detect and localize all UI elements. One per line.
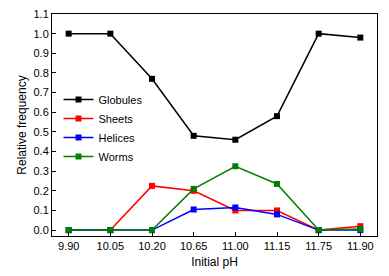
svg-text:1.1: 1.1 (34, 8, 49, 20)
svg-text:Initial pH: Initial pH (191, 255, 238, 269)
svg-text:10.20: 10.20 (138, 240, 166, 252)
svg-text:0.5: 0.5 (34, 126, 49, 138)
svg-text:0.1: 0.1 (34, 204, 49, 216)
svg-text:Relative frequency: Relative frequency (15, 75, 29, 174)
svg-text:0.3: 0.3 (34, 165, 49, 177)
svg-text:0.9: 0.9 (34, 47, 49, 59)
svg-text:10.05: 10.05 (97, 240, 125, 252)
svg-text:Worms: Worms (99, 151, 134, 163)
svg-text:9.90: 9.90 (58, 240, 79, 252)
svg-text:0.2: 0.2 (34, 185, 49, 197)
svg-text:0.4: 0.4 (34, 145, 49, 157)
svg-text:10.65: 10.65 (180, 240, 208, 252)
svg-text:0.6: 0.6 (34, 106, 49, 118)
svg-text:Helices: Helices (99, 132, 136, 144)
svg-text:Globules: Globules (99, 94, 143, 106)
svg-text:Sheets: Sheets (99, 113, 134, 125)
svg-text:11.15: 11.15 (264, 240, 291, 252)
svg-text:11.75: 11.75 (305, 240, 332, 252)
svg-text:11.00: 11.00 (222, 240, 249, 252)
svg-text:0.7: 0.7 (34, 86, 49, 98)
svg-text:11.90: 11.90 (347, 240, 374, 252)
svg-text:0.8: 0.8 (34, 67, 49, 79)
svg-text:1.0: 1.0 (34, 28, 49, 40)
svg-text:0.0: 0.0 (34, 224, 49, 236)
